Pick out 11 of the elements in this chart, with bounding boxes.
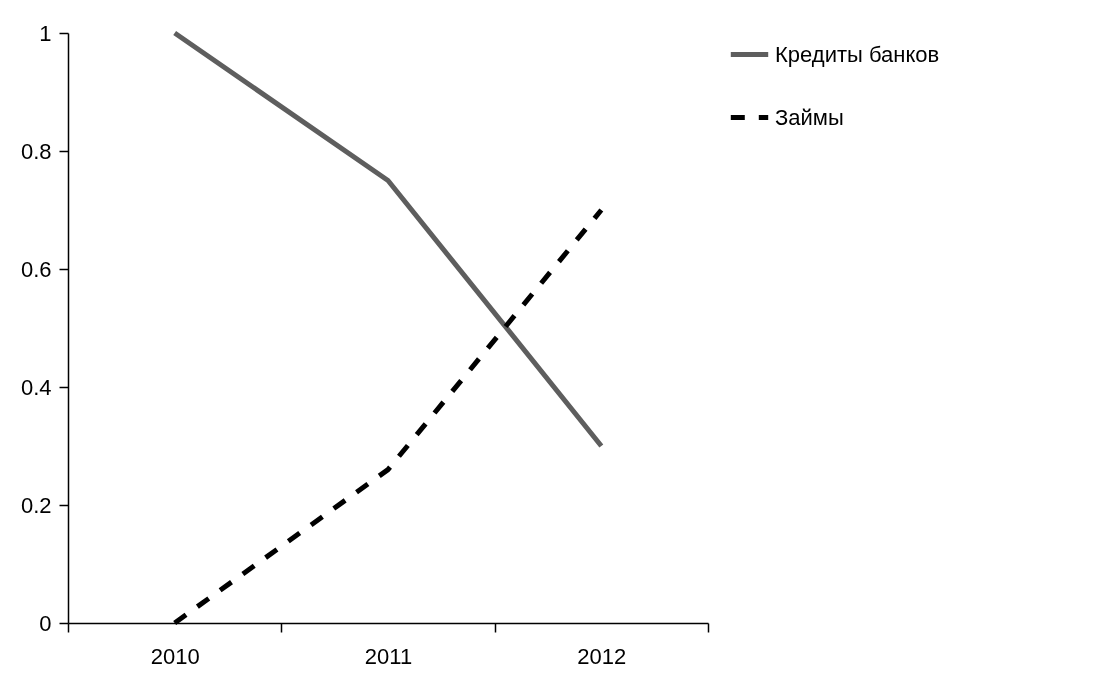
legend-label: Кредиты банков <box>775 41 940 67</box>
y-tick-label: 0.6 <box>20 256 52 282</box>
y-tick-label: 0.2 <box>20 492 52 518</box>
legend-label: Займы <box>775 104 844 130</box>
y-tick-label: 1 <box>39 20 52 46</box>
x-tick-label: 2012 <box>577 643 627 669</box>
y-tick-label: 0 <box>39 610 52 636</box>
x-tick-label: 2010 <box>150 643 200 669</box>
y-tick-label: 0.4 <box>20 374 52 400</box>
y-tick-label: 0.8 <box>20 138 52 164</box>
x-tick-label: 2011 <box>364 643 413 669</box>
